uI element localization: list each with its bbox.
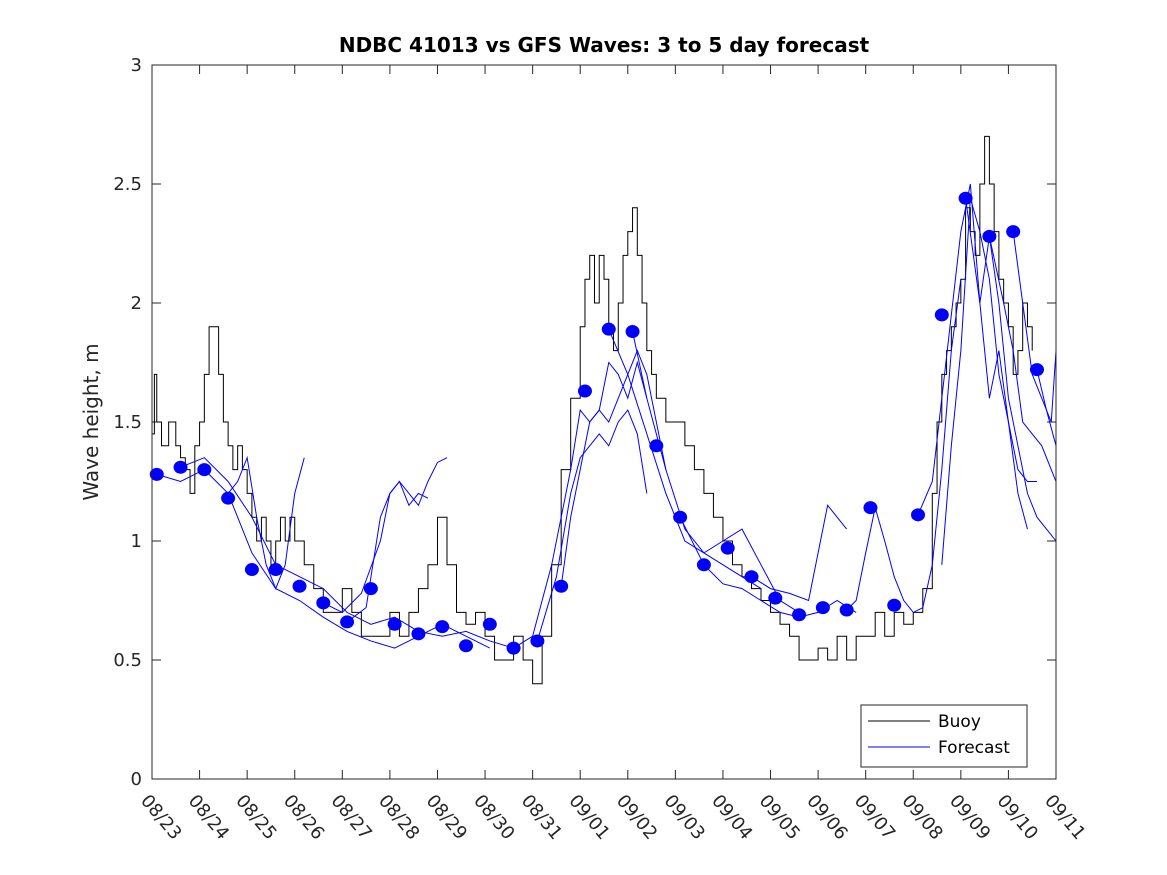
forecast-line bbox=[536, 409, 648, 642]
forecast-marker bbox=[863, 501, 878, 515]
forecast-marker bbox=[744, 570, 759, 584]
forecast-line bbox=[846, 279, 962, 614]
forecast-line bbox=[1036, 369, 1057, 446]
forecast-marker bbox=[173, 460, 188, 474]
forecast-line bbox=[632, 331, 800, 613]
forecast-line bbox=[227, 455, 305, 590]
forecast-marker bbox=[1006, 225, 1021, 239]
forecast-marker bbox=[554, 579, 569, 593]
legend-forecast-label: Forecast bbox=[938, 738, 1010, 758]
forecast-marker bbox=[934, 308, 949, 322]
forecast-marker bbox=[720, 541, 735, 555]
forecast-marker bbox=[506, 641, 521, 655]
forecast-marker bbox=[244, 563, 259, 577]
forecast-markers bbox=[149, 191, 1044, 655]
y-tick-label: 1.5 bbox=[113, 412, 142, 433]
y-tick-label: 3 bbox=[131, 55, 142, 76]
forecast-marker bbox=[577, 384, 592, 398]
chart-title: NDBC 41013 vs GFS Waves: 3 to 5 day fore… bbox=[339, 33, 870, 57]
forecast-marker bbox=[696, 558, 711, 572]
y-tick-labels: 0 0.5 1 1.5 2 2.5 3 bbox=[113, 55, 142, 790]
forecast-marker bbox=[292, 579, 307, 593]
legend-box bbox=[860, 704, 1028, 768]
axis-ticks bbox=[151, 64, 1057, 780]
y-tick-label: 2 bbox=[131, 293, 142, 314]
forecast-series bbox=[156, 183, 1057, 649]
forecast-marker bbox=[316, 596, 331, 610]
forecast-marker bbox=[221, 491, 236, 505]
y-tick-label: 2.5 bbox=[113, 174, 142, 195]
y-tick-label: 1 bbox=[131, 531, 142, 552]
forecast-marker bbox=[482, 617, 497, 631]
legend: Buoy Forecast bbox=[860, 704, 1028, 768]
forecast-line bbox=[1012, 231, 1057, 423]
forecast-marker bbox=[340, 615, 355, 629]
forecast-marker bbox=[268, 563, 283, 577]
forecast-line bbox=[941, 198, 1028, 565]
forecast-line bbox=[156, 468, 491, 649]
forecast-marker bbox=[673, 510, 688, 524]
forecast-marker bbox=[887, 598, 902, 612]
forecast-marker bbox=[839, 603, 854, 617]
forecast-line bbox=[608, 328, 762, 590]
forecast-marker bbox=[530, 634, 545, 648]
forecast-marker bbox=[197, 463, 212, 477]
axes-background bbox=[152, 65, 1056, 779]
forecast-marker bbox=[435, 620, 450, 634]
forecast-marker bbox=[149, 467, 164, 481]
buoy-series bbox=[152, 135, 1033, 685]
forecast-line bbox=[560, 349, 667, 587]
forecast-marker bbox=[815, 601, 830, 615]
plot-area bbox=[149, 64, 1057, 780]
forecast-marker bbox=[649, 439, 664, 453]
forecast-marker bbox=[411, 627, 426, 641]
forecast-marker bbox=[958, 191, 973, 205]
forecast-marker bbox=[1029, 363, 1044, 377]
forecast-marker bbox=[363, 582, 378, 596]
y-axis-label: Wave height, m bbox=[79, 343, 103, 500]
forecast-line bbox=[751, 504, 848, 602]
forecast-marker bbox=[601, 322, 616, 336]
buoy-line bbox=[152, 135, 1033, 685]
forecast-marker bbox=[625, 325, 640, 339]
forecast-marker bbox=[911, 508, 926, 522]
forecast-marker bbox=[982, 229, 997, 243]
y-tick-label: 0 bbox=[131, 769, 142, 790]
legend-buoy-label: Buoy bbox=[938, 712, 981, 732]
forecast-line bbox=[965, 198, 1057, 542]
forecast-line bbox=[180, 457, 514, 649]
forecast-marker bbox=[387, 617, 402, 631]
forecast-marker bbox=[459, 639, 474, 653]
forecast-marker bbox=[792, 608, 807, 622]
forecast-marker bbox=[768, 591, 783, 605]
y-tick-label: 0.5 bbox=[113, 650, 142, 671]
axes-box bbox=[151, 64, 1057, 780]
forecast-line bbox=[988, 236, 1057, 482]
